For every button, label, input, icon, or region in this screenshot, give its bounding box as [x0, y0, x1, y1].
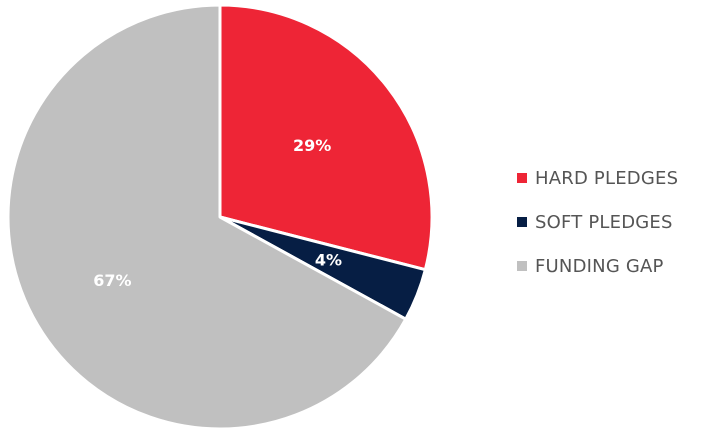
pie-slices: [6, 3, 434, 431]
pie-labels: 29% 4% 67%: [93, 136, 342, 290]
pie-label-soft-pledges: 4%: [315, 250, 342, 269]
legend-swatch-soft-pledges: [517, 217, 527, 227]
pie-label-funding-gap: 67%: [93, 271, 131, 290]
pie-slice-funding-gap: [6, 3, 408, 431]
legend-item-funding-gap: FUNDING GAP: [517, 254, 712, 278]
legend-label-soft-pledges: SOFT PLEDGES: [535, 211, 673, 233]
legend-label-hard-pledges: HARD PLEDGES: [535, 167, 679, 189]
legend-item-soft-pledges: SOFT PLEDGES: [517, 210, 712, 234]
legend-label-funding-gap: FUNDING GAP: [535, 255, 664, 277]
pie-slice-hard-pledges: [218, 3, 434, 272]
legend-swatch-hard-pledges: [517, 173, 527, 183]
legend: HARD PLEDGES SOFT PLEDGES FUNDING GAP: [517, 166, 712, 298]
pie-label-hard-pledges: 29%: [293, 136, 331, 155]
legend-swatch-funding-gap: [517, 261, 527, 271]
legend-item-hard-pledges: HARD PLEDGES: [517, 166, 712, 190]
